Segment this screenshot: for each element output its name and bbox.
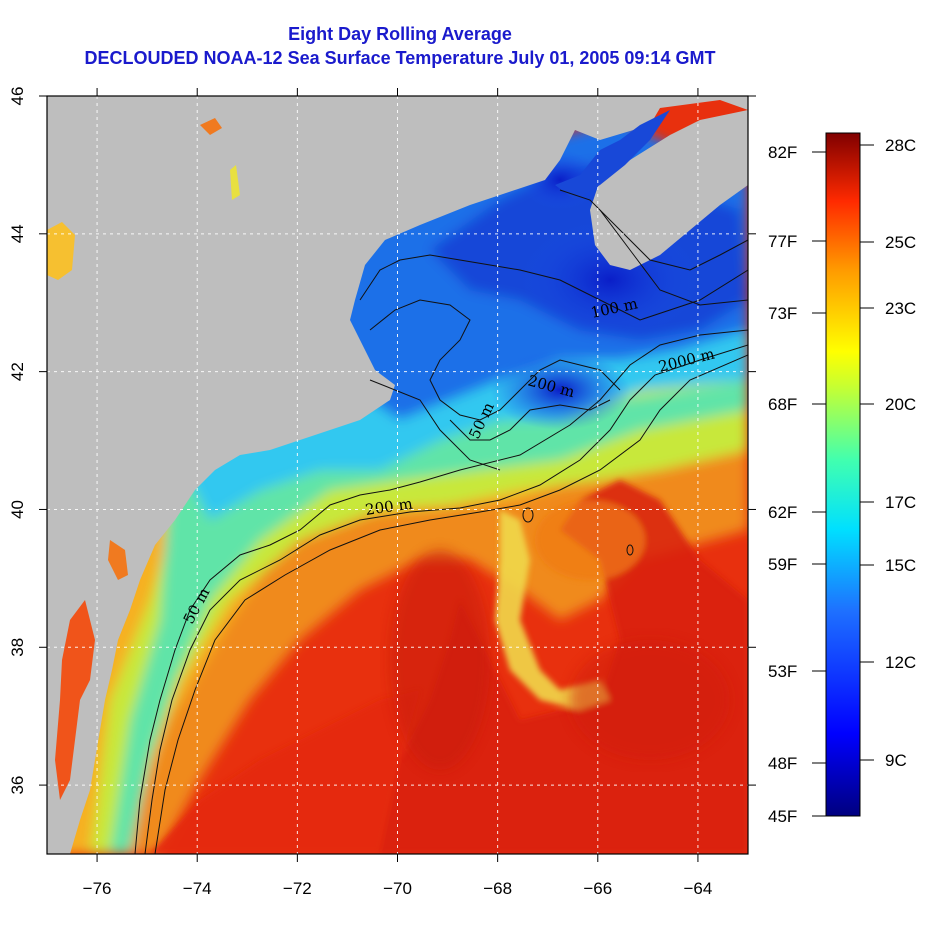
celsius-label: 12C [885,653,916,672]
land-nova-scotia [590,110,748,270]
fahrenheit-label: 82F [768,143,797,162]
lon-tick-label: −68 [483,879,512,898]
lat-tick-label: 46 [8,87,27,106]
celsius-label: 23C [885,299,916,318]
lat-tick-label: 40 [8,500,27,519]
celsius-label: 17C [885,493,916,512]
map-grid [47,96,748,854]
lon-tick-label: −64 [684,879,713,898]
lon-tick-label: −72 [283,879,312,898]
lat-tick-label: 38 [8,638,27,657]
colorbar [825,132,861,817]
fahrenheit-label: 45F [768,807,797,826]
fahrenheit-scale: 82F 77F 73F 68F 62F 59F 53F 48F 45F [768,143,826,826]
lon-tick-label: −70 [383,879,412,898]
fahrenheit-label: 62F [768,503,797,522]
celsius-label: 15C [885,556,916,575]
celsius-label: 28C [885,136,916,155]
fahrenheit-label: 77F [768,232,797,251]
lon-tick-label: −66 [583,879,612,898]
land-mainland [47,96,748,854]
lon-tick-label: −76 [83,879,112,898]
fahrenheit-label: 53F [768,662,797,681]
fahrenheit-label: 48F [768,754,797,773]
fahrenheit-label: 73F [768,304,797,323]
lat-tick-label: 36 [8,776,27,795]
bathymetry-contours [134,189,748,854]
celsius-label: 20C [885,395,916,414]
map-title: Eight Day Rolling Average [288,24,512,44]
map-subtitle: DECLOUDED NOAA-12 Sea Surface Temperatur… [84,48,716,68]
lat-tick-label: 44 [8,224,27,243]
lat-tick-label: 42 [8,362,27,381]
axes: −76 −74 −72 −70 −68 −66 −64 36 38 40 42 44 46 [8,87,756,898]
celsius-scale: 28C 25C 23C 20C 17C 15C 12C 9C [860,136,916,770]
fahrenheit-label: 68F [768,395,797,414]
fahrenheit-label: 59F [768,555,797,574]
celsius-label: 25C [885,233,916,252]
lon-tick-label: −74 [183,879,212,898]
celsius-label: 9C [885,751,907,770]
